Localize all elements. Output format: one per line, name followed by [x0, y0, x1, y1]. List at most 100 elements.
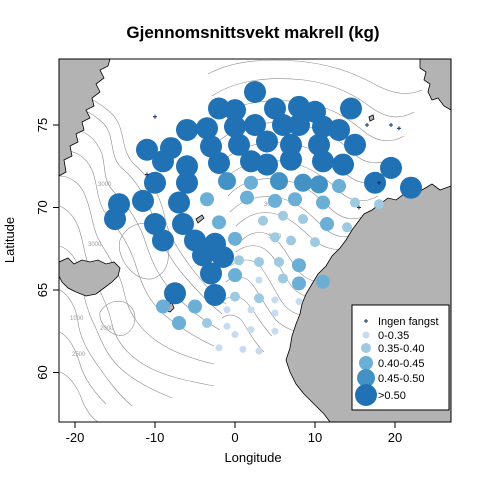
y-axis: 60 65 70 75	[35, 118, 60, 380]
no-catch-marker	[145, 172, 149, 177]
station-marker-class-5	[288, 114, 310, 136]
legend-symbol-5	[355, 384, 377, 406]
station-marker-class-5	[264, 97, 286, 120]
station-marker-class-5	[208, 151, 230, 174]
station-marker-class-5	[200, 262, 222, 285]
station-marker-class-5	[308, 133, 330, 156]
no-catch-marker	[357, 205, 361, 210]
station-marker-class-5	[144, 171, 166, 194]
x-tick-label: 0	[231, 430, 238, 445]
station-marker-class-1	[223, 306, 231, 314]
station-marker-class-3	[156, 299, 170, 314]
station-marker-class-5	[176, 118, 198, 141]
y-axis-label: Latitude	[2, 217, 17, 263]
station-marker-class-5	[380, 156, 402, 179]
station-marker-class-2	[278, 273, 288, 284]
station-marker-class-3	[188, 299, 202, 314]
y-tick-label: 75	[35, 118, 50, 132]
station-marker-class-2	[350, 197, 360, 208]
station-marker-class-5	[328, 118, 350, 141]
station-marker-class-5	[272, 114, 294, 136]
legend-label-3: 0.40-0.45	[378, 358, 424, 370]
bathymetry-contours	[59, 59, 423, 422]
station-marker-class-1	[231, 331, 239, 339]
station-marker-class-5	[176, 155, 198, 178]
station-marker-class-4	[218, 172, 236, 191]
station-marker-class-5	[208, 97, 230, 120]
station-marker-class-1	[255, 347, 263, 355]
station-marker-class-4	[294, 173, 312, 192]
jan-mayen-land	[195, 214, 205, 224]
station-marker-class-5	[152, 229, 174, 252]
svg-text:2000: 2000	[100, 326, 114, 332]
station-marker-class-5	[212, 246, 234, 268]
legend-symbol-0	[364, 319, 368, 323]
station-marker-class-3	[268, 193, 282, 208]
station-marker-class-5	[244, 114, 266, 136]
legend-symbol-4	[357, 369, 375, 387]
station-marker-class-1	[295, 298, 303, 306]
station-marker-class-5	[364, 171, 386, 194]
x-axis-label: Longitude	[224, 450, 281, 465]
svg-text:3000: 3000	[88, 242, 102, 248]
no-catch-marker	[153, 114, 157, 119]
station-marker-class-5	[244, 81, 266, 103]
station-marker-class-5	[196, 117, 218, 140]
station-marker-class-3	[212, 215, 226, 230]
station-marker-class-5	[224, 115, 246, 138]
station-marker-class-3	[228, 231, 242, 246]
legend-label-0: Ingen fangst	[378, 316, 439, 328]
legend-symbol-1	[362, 331, 370, 339]
station-marker-class-1	[215, 344, 223, 352]
station-marker-class-5	[172, 213, 194, 235]
x-tick-label: 10	[308, 430, 322, 445]
legend-symbol-3	[359, 356, 373, 370]
station-marker-class-5	[332, 153, 354, 176]
station-marker-class-1	[247, 306, 255, 314]
station-marker-class-3	[320, 217, 334, 231]
no-catch-marker	[365, 123, 369, 127]
station-marker-class-2	[374, 199, 384, 210]
station-marker-class-2	[278, 210, 288, 221]
station-marker-class-2	[342, 222, 352, 233]
station-marker-class-5	[224, 99, 246, 122]
station-marker-class-3	[292, 258, 306, 273]
station-layer	[104, 81, 422, 355]
x-tick-label: 20	[388, 430, 402, 445]
svg-text:1000: 1000	[70, 316, 84, 322]
station-marker-class-5	[164, 282, 186, 305]
station-marker-class-2	[298, 214, 308, 225]
station-marker-class-3	[200, 192, 214, 207]
station-marker-class-5	[204, 283, 226, 306]
station-marker-class-5	[192, 244, 214, 267]
station-marker-class-3	[316, 274, 330, 289]
station-marker-class-3	[316, 195, 330, 210]
station-marker-class-3	[240, 190, 254, 205]
station-marker-class-3	[244, 175, 258, 190]
station-marker-class-2	[202, 318, 212, 328]
y-tick-label: 65	[35, 283, 50, 297]
legend-label-1: 0-0.35	[378, 330, 409, 342]
station-marker-class-5	[400, 176, 422, 199]
station-marker-class-1	[271, 296, 279, 304]
station-marker-class-3	[288, 192, 302, 207]
station-marker-class-5	[256, 130, 278, 153]
map-title: Gjennomsnittsvekt makrell (kg)	[126, 23, 379, 42]
legend-symbol-2	[361, 343, 371, 353]
station-marker-class-2	[234, 255, 244, 266]
station-marker-class-1	[223, 322, 231, 330]
station-marker-class-3	[292, 276, 306, 291]
station-marker-class-5	[344, 133, 366, 156]
no-catch-marker	[397, 126, 401, 131]
legend-label-5: >0.50	[378, 390, 406, 402]
no-catch-marker	[389, 123, 393, 127]
legend: Ingen fangst 0-0.350.35-0.40 0.40-0.45 0.45…	[351, 304, 450, 411]
station-marker-class-5	[132, 189, 154, 212]
station-marker-class-2	[310, 237, 320, 248]
iceland-land	[59, 257, 121, 297]
station-marker-class-2	[286, 235, 296, 246]
bear-island-land	[368, 114, 375, 122]
station-marker-class-4	[270, 172, 288, 191]
